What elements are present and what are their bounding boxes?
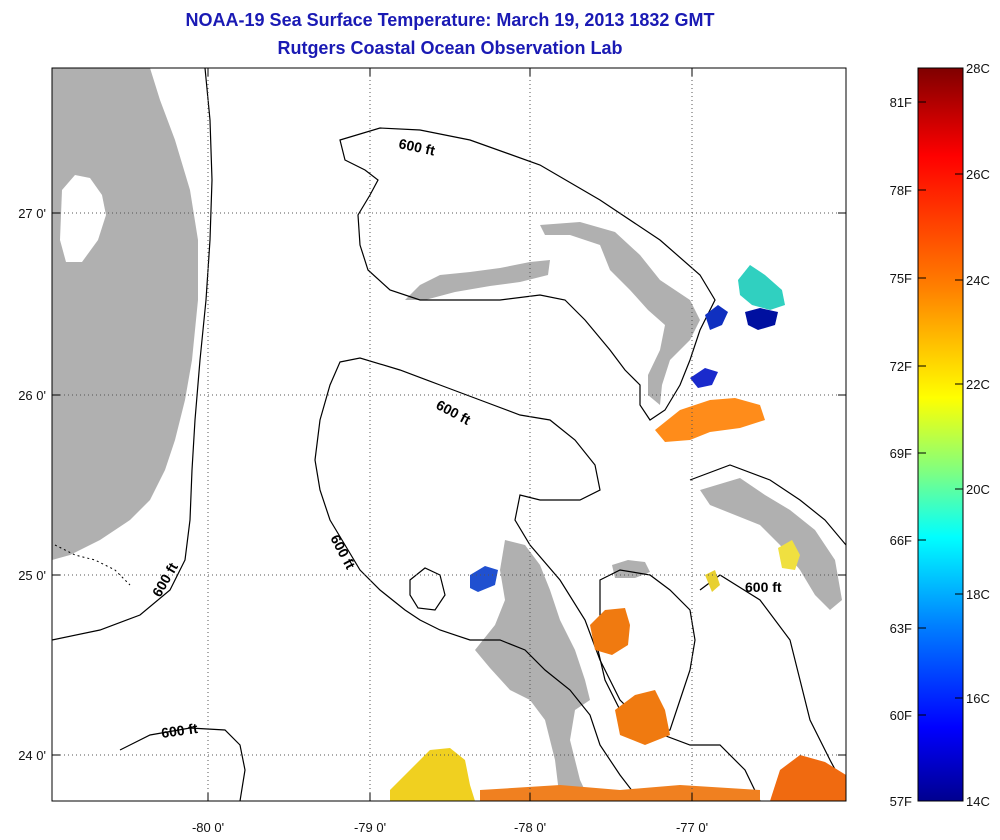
sst-patch-cold-west (470, 566, 498, 592)
colorbar-f-label: 78F (890, 183, 912, 198)
colorbar-c-label: 22C (966, 377, 990, 392)
contour-south (119, 727, 246, 801)
contour-label: 600 ft (160, 720, 199, 741)
land-grand-bahama (405, 260, 550, 300)
colorbar-c-label: 26C (966, 167, 990, 182)
lat-tick-label: 25 0' (18, 568, 46, 583)
colorbar-scale (917, 67, 964, 802)
contour-eleuthera (689, 464, 846, 546)
contour-florida-shelf (52, 68, 213, 641)
colorbar-c-label: 16C (966, 691, 990, 706)
contour-exuma (699, 574, 846, 791)
colorbar-c-label: 18C (966, 587, 990, 602)
map-gridlines (52, 68, 846, 801)
lat-tick-label: 26 0' (18, 388, 46, 403)
land-andros (475, 540, 590, 801)
contour-tongue-of-ocean (597, 569, 696, 736)
sst-patch-cold-ne (745, 308, 778, 330)
sst-patch-orange-se (770, 755, 846, 801)
sst-patch-orange-mid (590, 608, 630, 655)
sst-patch-orange-bottom (480, 785, 760, 801)
contour-small-loop (409, 567, 446, 611)
colorbar-f-label: 81F (890, 95, 912, 110)
colorbar-f-label: 69F (890, 446, 912, 461)
contour-great-bahama-bank (314, 357, 761, 801)
colorbar-c-label: 14C (966, 794, 990, 809)
colorbar-f-label: 57F (890, 794, 912, 809)
sst-patch-cold-north (690, 368, 718, 388)
sst-patch-orange-south (615, 690, 670, 745)
lat-tick-label: 24 0' (18, 748, 46, 763)
lake-okeechobee (60, 175, 106, 262)
sst-patch-cold-ne2 (705, 305, 728, 330)
map-ticks (52, 68, 846, 801)
land-abaco (540, 222, 700, 405)
lon-tick-label: -78 0' (514, 820, 546, 835)
lon-tick-label: -77 0' (676, 820, 708, 835)
colorbar-f-label: 75F (890, 271, 912, 286)
sst-patch-yellow-south (390, 748, 475, 801)
colorbar-c-label: 28C (966, 61, 990, 76)
lon-tick-label: -80 0' (192, 820, 224, 835)
colorbar-f-label: 72F (890, 359, 912, 374)
colorbar-f-label: 66F (890, 533, 912, 548)
colorbar-c-label: 20C (966, 482, 990, 497)
sst-patch-yellow-east (778, 540, 800, 570)
land-eleuthera (700, 478, 842, 610)
map-border (51, 67, 847, 802)
map-subtitle: Rutgers Coastal Ocean Observation Lab (277, 38, 623, 58)
sst-patches (390, 265, 846, 801)
contour-label: 600 ft (745, 579, 782, 595)
contour-label: 600 ft (397, 135, 436, 158)
colorbar-c-label: 24C (966, 273, 990, 288)
sst-patch-mixed-ne (738, 265, 785, 310)
map-title: NOAA-19 Sea Surface Temperature: March 1… (185, 10, 715, 30)
lon-tick-label: -79 0' (354, 820, 386, 835)
colorbar: 81F 78F 75F 72F 69F 66F 63F 60F 57F 28C … (890, 61, 990, 809)
colorbar-f-label: 60F (890, 708, 912, 723)
lat-tick-label: 27 0' (18, 206, 46, 221)
colorbar-f-label: 63F (890, 621, 912, 636)
sst-patch-warm-north (655, 398, 765, 442)
